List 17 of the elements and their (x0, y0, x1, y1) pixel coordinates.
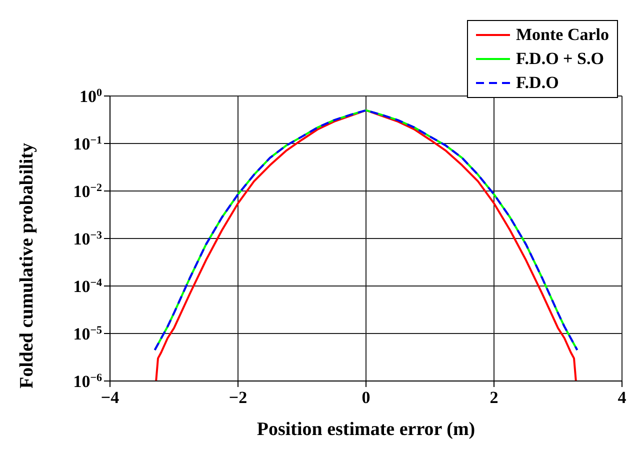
y-tick-label: 10$^{−1}$ (73, 134, 102, 154)
x-tick-label: −2 (228, 388, 248, 407)
x-tick-label: −4 (100, 388, 120, 407)
y-tick-label: 10$^{−4}$ (73, 277, 102, 296)
x-axis-title: Position estimate error (m) (256, 419, 476, 440)
x-tick-label: 2 (490, 388, 498, 407)
x-tick-label: 0 (362, 388, 370, 407)
y-tick-label: 10$^{0}$ (80, 87, 102, 106)
y-tick-label: 10$^{−2}$ (73, 182, 102, 201)
y-axis-title: Folded cumulative probability (16, 142, 38, 388)
x-tick-label: 4 (618, 388, 627, 407)
legend-label: F.D.O + S.O (516, 49, 604, 69)
y-tick-label: 10$^{−6}$ (73, 372, 102, 391)
y-tick-label: 10$^{−3}$ (73, 230, 102, 248)
legend-label: F.D.O (516, 73, 559, 93)
y-tick-label: 10$^{−5}$ (73, 324, 102, 344)
legend-label: Monte Carlo (516, 25, 609, 45)
